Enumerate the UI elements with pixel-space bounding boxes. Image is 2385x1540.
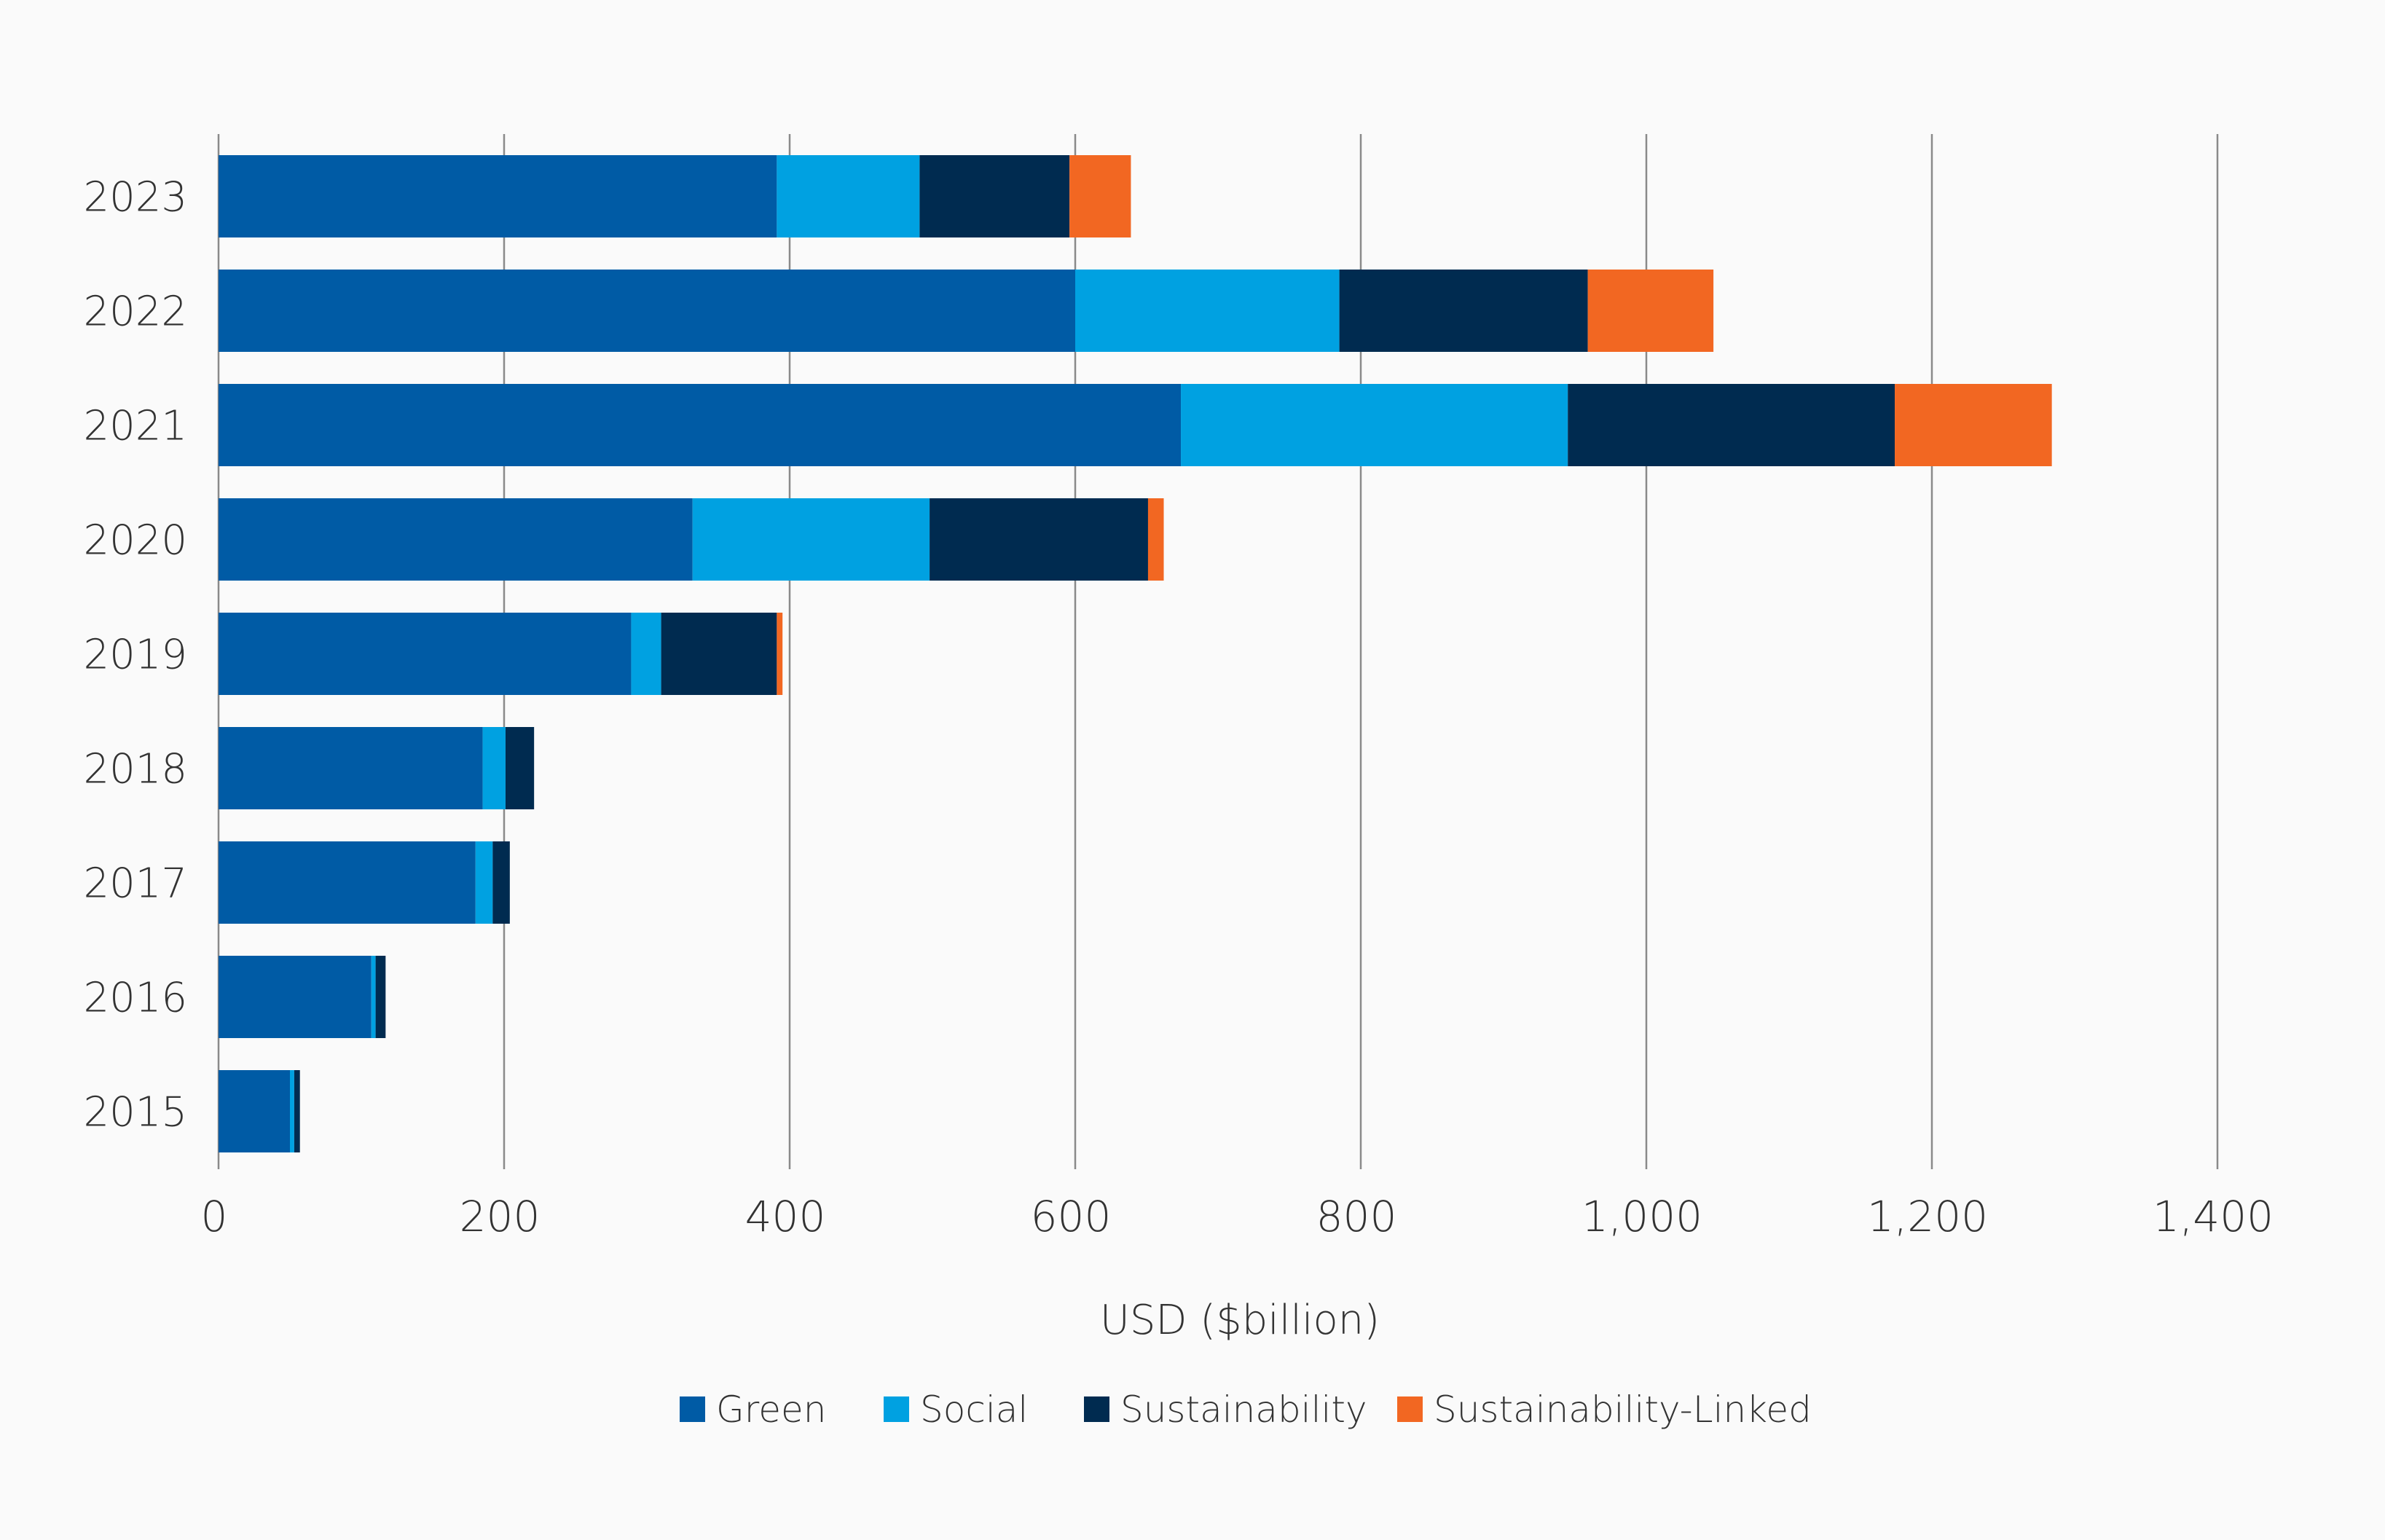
bar-row-2019 bbox=[219, 613, 783, 695]
bar-segment-sustainability-2022 bbox=[1339, 270, 1588, 352]
y-category-label: 2017 bbox=[83, 860, 187, 908]
category-labels: 2023 2022 2021 2020 2019 2018 2017 2016 2015 bbox=[83, 174, 187, 1136]
bar-segment-social-2022 bbox=[1075, 270, 1340, 352]
y-category-label: 2018 bbox=[83, 746, 187, 793]
bar-segment-sustainability-2019 bbox=[661, 613, 777, 695]
bar-segment-green-2016 bbox=[219, 956, 372, 1038]
legend-item-green: Green bbox=[680, 1388, 826, 1431]
bar-segment-social-2019 bbox=[631, 613, 661, 695]
bar-segment-sustainability-2018 bbox=[505, 727, 535, 809]
bar-segment-social-2016 bbox=[371, 956, 376, 1038]
legend: Green Social Sustainability Sustainability-… bbox=[680, 1388, 1812, 1431]
bar-segment-green-2015 bbox=[219, 1070, 290, 1152]
legend-swatch bbox=[1397, 1396, 1423, 1422]
bar-segment-green-2019 bbox=[219, 613, 632, 695]
bar-segment-social-2020 bbox=[692, 498, 930, 581]
x-tick-label: 1,400 bbox=[2153, 1192, 2274, 1241]
legend-label: Green bbox=[716, 1388, 826, 1431]
bar-segment-green-2023 bbox=[219, 155, 777, 237]
x-tick-label: 600 bbox=[1031, 1192, 1112, 1241]
bar-segment-sustainability-2016 bbox=[375, 956, 386, 1038]
bar-segment-sustainability-2017 bbox=[492, 841, 510, 924]
legend-swatch bbox=[680, 1396, 705, 1422]
bar-row-2020 bbox=[219, 498, 1164, 581]
x-tick-label: 0 bbox=[201, 1192, 228, 1241]
bar-row-2017 bbox=[219, 841, 510, 924]
bar-segment-green-2022 bbox=[219, 270, 1075, 352]
y-category-label: 2019 bbox=[83, 632, 187, 679]
legend-swatch bbox=[1084, 1396, 1109, 1422]
y-category-label: 2023 bbox=[83, 174, 187, 221]
bar-segment-sustainability-linked-2021 bbox=[1895, 384, 2052, 466]
bar-segment-green-2017 bbox=[219, 841, 476, 924]
bar-segment-green-2018 bbox=[219, 727, 483, 809]
x-tick-label: 400 bbox=[745, 1192, 826, 1241]
y-category-label: 2016 bbox=[83, 975, 187, 1022]
legend-item-social: Social bbox=[884, 1388, 1028, 1431]
legend-swatch bbox=[884, 1396, 909, 1422]
x-tick-label: 200 bbox=[460, 1192, 541, 1241]
x-axis-title: USD ($billion) bbox=[1100, 1297, 1380, 1344]
bar-row-2015 bbox=[219, 1070, 300, 1152]
bar-segment-sustainability-2023 bbox=[919, 155, 1070, 237]
bar-segment-sustainability-linked-2022 bbox=[1587, 270, 1714, 352]
bar-segment-social-2017 bbox=[475, 841, 493, 924]
legend-label: Social bbox=[920, 1388, 1028, 1431]
bar-row-2018 bbox=[219, 727, 535, 809]
bar-row-2022 bbox=[219, 270, 1714, 352]
bar-row-2023 bbox=[219, 155, 1131, 237]
y-category-label: 2022 bbox=[83, 288, 187, 336]
x-tick-labels: 0 200 400 600 800 1,000 1,200 1,400 bbox=[201, 1192, 2274, 1241]
bar-segment-sustainability-linked-2023 bbox=[1069, 155, 1131, 237]
x-tick-label: 1,000 bbox=[1582, 1192, 1702, 1241]
bar-segment-sustainability-linked-2019 bbox=[777, 613, 783, 695]
bars bbox=[219, 155, 2052, 1152]
bar-segment-social-2018 bbox=[482, 727, 506, 809]
y-category-label: 2021 bbox=[83, 403, 187, 450]
bar-row-2016 bbox=[219, 956, 386, 1038]
x-tick-label: 1,200 bbox=[1867, 1192, 1988, 1241]
bar-segment-social-2021 bbox=[1181, 384, 1568, 466]
legend-label: Sustainability bbox=[1120, 1388, 1367, 1431]
bar-segment-sustainability-2021 bbox=[1568, 384, 1895, 466]
legend-item-sustainability-linked: Sustainability-Linked bbox=[1397, 1388, 1812, 1431]
bar-row-2021 bbox=[219, 384, 2052, 466]
bar-segment-sustainability-2015 bbox=[294, 1070, 300, 1152]
bar-segment-green-2021 bbox=[219, 384, 1182, 466]
legend-item-sustainability: Sustainability bbox=[1084, 1388, 1367, 1431]
legend-label: Sustainability-Linked bbox=[1434, 1388, 1812, 1431]
bar-segment-sustainability-2020 bbox=[930, 498, 1148, 581]
bar-segment-social-2023 bbox=[777, 155, 920, 237]
bar-segment-social-2015 bbox=[290, 1070, 294, 1152]
bar-segment-sustainability-linked-2020 bbox=[1147, 498, 1164, 581]
bar-segment-green-2020 bbox=[219, 498, 693, 581]
y-category-label: 2020 bbox=[83, 517, 187, 565]
y-category-label: 2015 bbox=[83, 1089, 187, 1136]
x-tick-label: 800 bbox=[1316, 1192, 1397, 1241]
